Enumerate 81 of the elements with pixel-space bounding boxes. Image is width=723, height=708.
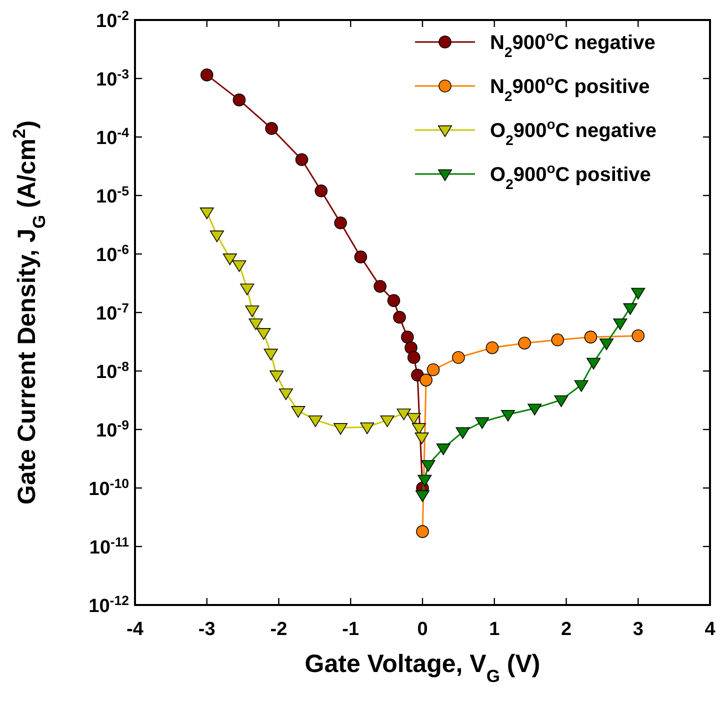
y-tick-label: 10$^{-5}$ bbox=[96, 183, 130, 208]
point bbox=[404, 341, 418, 354]
y-tick-label: 10$^{-10}$ bbox=[88, 476, 129, 500]
point bbox=[600, 338, 614, 350]
point bbox=[414, 432, 429, 444]
x-tick-label: -3 bbox=[198, 619, 216, 640]
point bbox=[551, 334, 564, 346]
legend-label: O$_{2}$900$^{o}$C negative bbox=[490, 116, 656, 148]
x-tick-label: -1 bbox=[342, 619, 360, 640]
x-tick-label: 0 bbox=[417, 619, 428, 640]
point bbox=[278, 388, 293, 400]
y-tick-label: 10$^{-11}$ bbox=[89, 534, 130, 558]
point bbox=[248, 318, 263, 330]
point bbox=[240, 284, 254, 296]
point bbox=[436, 444, 450, 456]
point bbox=[295, 153, 308, 166]
point bbox=[584, 330, 598, 344]
point bbox=[308, 415, 322, 428]
point bbox=[452, 351, 465, 364]
point bbox=[256, 328, 271, 340]
point bbox=[210, 230, 224, 242]
point bbox=[291, 406, 306, 418]
point bbox=[360, 422, 374, 434]
point bbox=[232, 94, 246, 106]
point bbox=[420, 374, 432, 386]
y-tick-label: 10$^{-6}$ bbox=[96, 242, 129, 266]
point bbox=[416, 490, 430, 502]
y-tick-label: 10$^{-3}$ bbox=[96, 66, 129, 90]
y-tick-label: 10$^{-2}$ bbox=[96, 8, 129, 32]
point bbox=[518, 336, 531, 350]
legend-label: N$_{2}$900$^{o}$C negative bbox=[490, 28, 656, 60]
legend-label: N$_{2}$900$^{o}$C positive bbox=[490, 72, 650, 104]
point bbox=[354, 250, 368, 264]
point bbox=[407, 351, 420, 364]
point bbox=[421, 460, 436, 472]
point bbox=[374, 280, 386, 293]
point bbox=[401, 330, 414, 344]
point bbox=[200, 208, 214, 220]
point bbox=[245, 305, 260, 318]
point bbox=[574, 380, 588, 392]
point bbox=[314, 184, 328, 198]
point bbox=[501, 410, 516, 422]
point bbox=[586, 358, 601, 370]
x-tick-label: 1 bbox=[489, 619, 500, 640]
point bbox=[456, 427, 470, 439]
x-tick-label: -4 bbox=[126, 619, 144, 640]
y-tick-label: 10$^{-9}$ bbox=[96, 417, 129, 442]
point bbox=[613, 318, 628, 330]
point bbox=[393, 310, 406, 324]
point bbox=[554, 395, 568, 407]
point bbox=[265, 122, 278, 135]
point bbox=[222, 254, 237, 266]
point bbox=[418, 474, 432, 486]
point bbox=[486, 341, 499, 354]
y-tick-label: 10$^{-4}$ bbox=[96, 124, 130, 149]
point bbox=[416, 525, 429, 538]
point bbox=[396, 408, 411, 420]
x-tick-label: 4 bbox=[704, 619, 716, 640]
point bbox=[387, 294, 400, 307]
legend-label: O$_{2}$900$^{o}$C positive bbox=[490, 160, 651, 192]
point bbox=[334, 423, 348, 435]
point bbox=[632, 329, 645, 342]
y-tick-label: 10$^{-12}$ bbox=[88, 592, 129, 617]
point bbox=[631, 288, 646, 300]
point bbox=[623, 303, 638, 315]
x-tick-label: 3 bbox=[632, 619, 644, 640]
point bbox=[380, 415, 394, 428]
y-tick-label: 10$^{-8}$ bbox=[96, 358, 129, 383]
x-tick-label: -2 bbox=[270, 619, 288, 640]
x-axis-title: Gate Voltage, V$_{G}$ (V) bbox=[304, 650, 540, 686]
point bbox=[200, 68, 214, 82]
point bbox=[270, 370, 284, 382]
point bbox=[406, 412, 421, 425]
point bbox=[334, 216, 347, 230]
point bbox=[232, 260, 246, 272]
point bbox=[426, 363, 440, 376]
point bbox=[475, 417, 490, 429]
x-tick-label: 2 bbox=[560, 619, 572, 640]
point bbox=[528, 404, 542, 416]
y-tick-label: 10$^{-7}$ bbox=[96, 300, 129, 324]
point bbox=[264, 348, 278, 360]
